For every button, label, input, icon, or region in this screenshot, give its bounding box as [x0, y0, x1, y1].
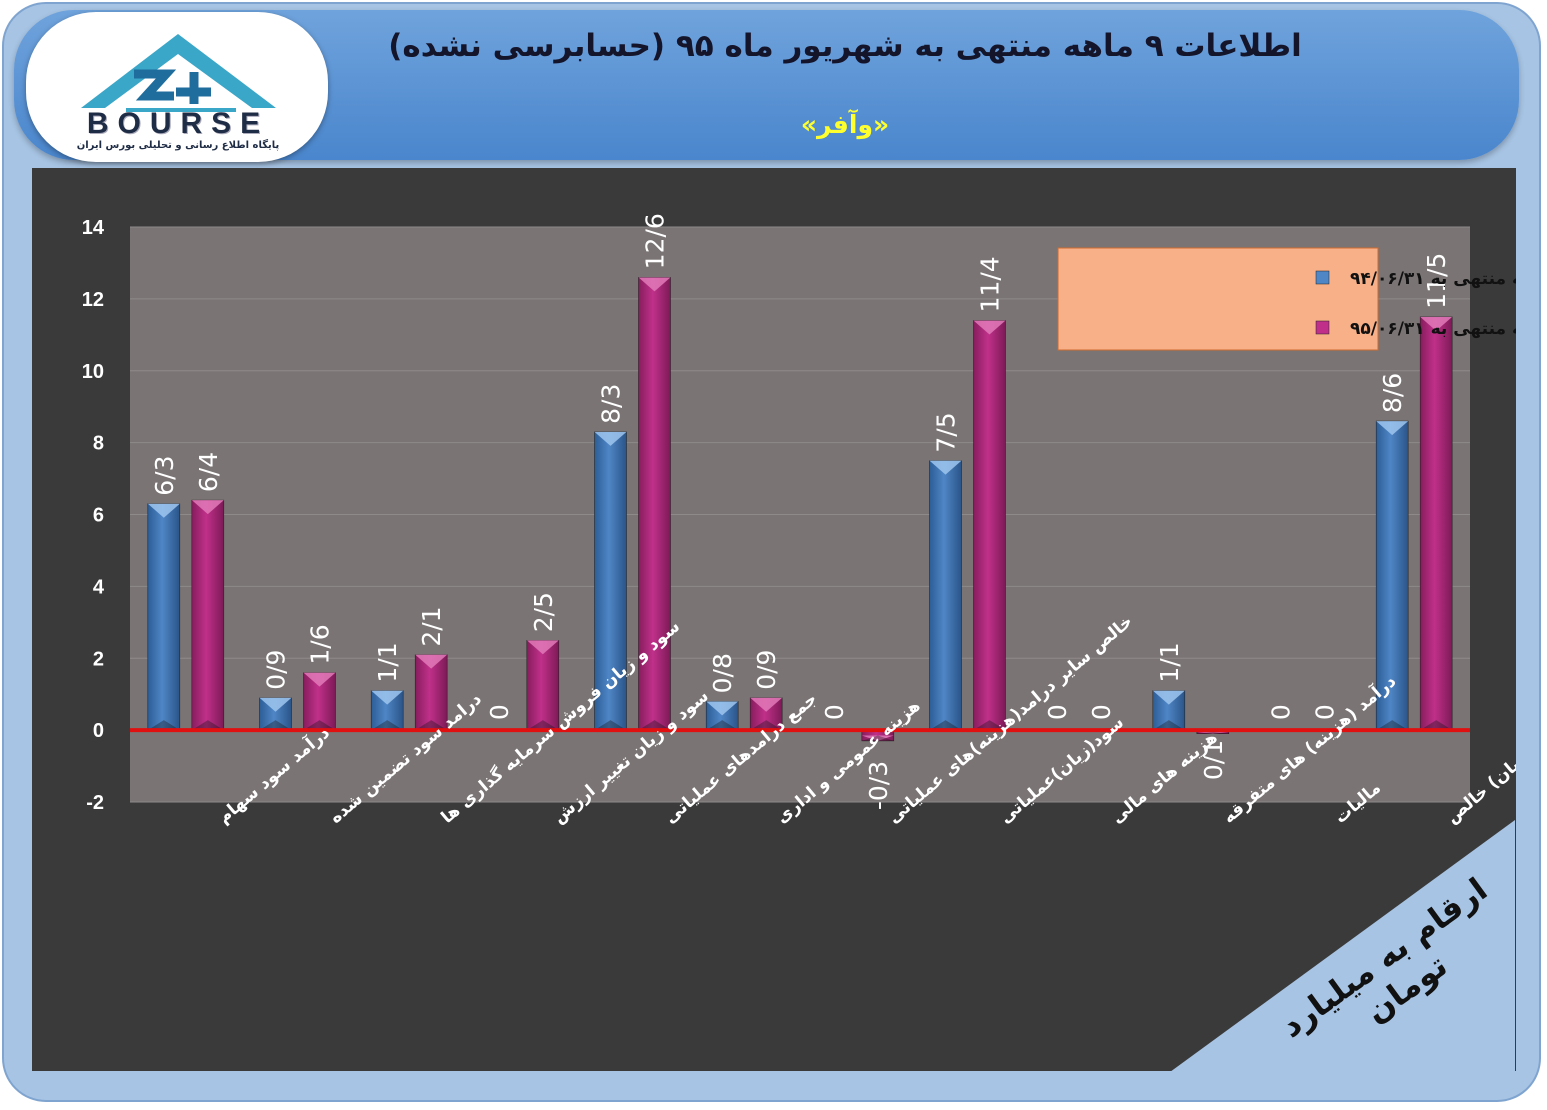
logo-tagline: پایگاه اطلاع رسانی و تحلیلی بورس ایران	[76, 140, 280, 151]
data-label: 0/9	[262, 650, 291, 690]
data-label: 1/1	[373, 642, 402, 682]
legend-box	[1057, 247, 1379, 351]
bar-base	[706, 720, 739, 731]
bar-cap	[1196, 731, 1229, 734]
bar-base	[861, 735, 894, 741]
bar-base	[1420, 720, 1453, 731]
bar-base	[638, 720, 671, 731]
bar	[1419, 316, 1453, 731]
bar	[973, 320, 1006, 731]
bar	[929, 460, 962, 731]
legend-swatch	[1315, 320, 1330, 335]
bar-base	[415, 720, 448, 731]
bar-cap	[415, 654, 448, 669]
bar-base	[1196, 731, 1229, 734]
data-label: 1/6	[306, 624, 335, 664]
data-label: 0	[1311, 704, 1340, 720]
bar-cap	[526, 640, 559, 655]
bar-base	[594, 720, 627, 731]
bar-base	[147, 720, 180, 731]
bar	[1375, 420, 1409, 731]
bar-cap	[191, 500, 224, 515]
data-label: 8/6	[1378, 373, 1407, 413]
data-label: 2/5	[529, 592, 558, 632]
data-label: -0/3	[864, 761, 893, 810]
bar	[191, 499, 225, 731]
y-tick-label: 12	[82, 289, 104, 311]
y-tick-label: 0	[93, 720, 104, 742]
logo	[26, 12, 328, 162]
bar-cap	[706, 701, 739, 716]
bar-base	[303, 720, 336, 731]
data-label: 6/3	[150, 455, 179, 495]
bar-base	[1376, 720, 1409, 731]
data-label: 0	[820, 704, 849, 720]
y-tick-label: 10	[82, 361, 104, 383]
page-title: اطلاعات ۹ ماهه منتهی به شهریور ماه ۹۵ (ح…	[388, 28, 1302, 64]
logo-wordmark: BOURSE	[86, 107, 270, 140]
y-tick-label: 2	[93, 648, 104, 670]
legend-label: ۹ ماهه منتهی به ۹۵/۰۶/۳۱	[1350, 319, 1516, 339]
data-label: 8/3	[597, 384, 626, 424]
data-label: 0	[1043, 704, 1072, 720]
y-tick-label: 4	[93, 576, 105, 598]
bar-cap	[1420, 316, 1453, 331]
units-banner	[1170, 820, 1515, 1072]
bar	[526, 640, 560, 731]
y-tick-label: 6	[93, 505, 104, 527]
data-label: 0/1	[1199, 740, 1228, 780]
bar-cap	[303, 672, 336, 687]
y-tick-label: -2	[86, 792, 104, 814]
bar-cap	[638, 277, 671, 292]
bar-base	[371, 720, 404, 731]
data-label: 1/1	[1155, 642, 1184, 682]
legend-label: ۹ ماهه منتهی به ۹۴/۰۶/۳۱	[1350, 269, 1516, 289]
data-label: 0	[1087, 704, 1116, 720]
bar-base	[259, 720, 292, 731]
data-label: 0/9	[752, 650, 781, 690]
page-subtitle: «وآفر»	[800, 110, 890, 139]
bar-cap	[147, 503, 180, 518]
y-tick-label: 8	[93, 433, 104, 455]
bar-base	[1152, 720, 1185, 731]
data-label: 2/1	[417, 606, 446, 646]
data-label: 0	[1267, 704, 1296, 720]
bar-cap	[1376, 421, 1409, 436]
bar-base	[526, 720, 559, 731]
bar-cap	[594, 431, 627, 446]
bar-cap	[259, 697, 292, 712]
data-label: 11/4	[976, 256, 1005, 312]
bar-cap	[1152, 690, 1185, 705]
chart-area: 14 12 10 8 6 4 2 0 -2 6/3 0/9 1/1 0 8/3 0/8 0 7/5 0 1/1 0 8/…	[32, 168, 1516, 1071]
bar-base	[929, 720, 962, 731]
data-label: 11/5	[1422, 253, 1451, 309]
24-logo-icon	[81, 34, 276, 112]
bar	[594, 431, 627, 731]
data-label: 12/6	[641, 213, 670, 269]
legend-swatch	[1315, 270, 1330, 285]
bar-cap	[750, 697, 783, 712]
y-tick-label: 14	[82, 217, 105, 239]
bar	[147, 503, 181, 731]
bar-cap	[861, 735, 894, 741]
bar-base	[750, 720, 783, 731]
data-label: 7/5	[932, 412, 961, 452]
data-label: 6/4	[194, 452, 223, 492]
data-label: 0	[485, 704, 514, 720]
bar-cap	[973, 320, 1006, 335]
data-label: 0/8	[708, 653, 737, 693]
bar-cap	[929, 460, 962, 475]
bar-cap	[371, 690, 404, 705]
bar-base	[191, 720, 224, 731]
bar-chart: 14 12 10 8 6 4 2 0 -2 6/3 0/9 1/1 0 8/3 0/8 0 7/5 0 1/1 0 8/…	[82, 213, 1516, 828]
bar-base	[973, 720, 1006, 731]
